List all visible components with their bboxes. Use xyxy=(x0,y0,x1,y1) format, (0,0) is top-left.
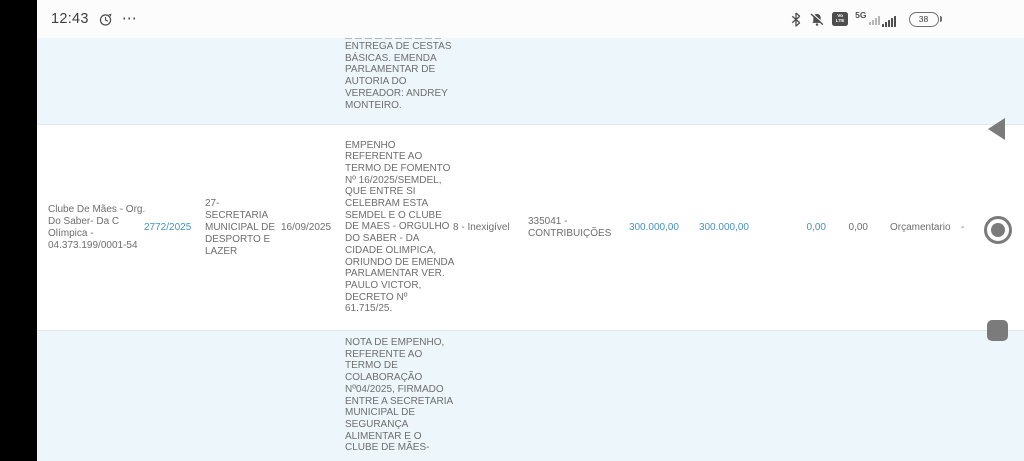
signal-bars-sim2-icon xyxy=(868,16,880,25)
more-notifications-icon: ⋯ xyxy=(121,9,138,27)
volte-bottom-label: LTE xyxy=(835,19,845,24)
volte-top-label: Vo xyxy=(837,13,844,19)
date-cell: 16/09/2025 xyxy=(281,221,332,233)
value-cancelled-cell: 0,00 xyxy=(848,221,868,233)
type-cell: Orçamentario xyxy=(890,221,951,233)
value-committed-link[interactable]: 300.000,00 xyxy=(628,221,679,233)
table-row-above: ENTREGA DE CESTAS BÁSICAS. EMENDA PARLAM… xyxy=(0,38,1024,125)
value-liquidated-link[interactable]: 300.000,00 xyxy=(698,221,749,233)
volte-badge-icon: Vo LTE xyxy=(832,12,849,26)
nature-cell: 335041 - CONTRIBUIÇÕES xyxy=(528,215,612,239)
camera-notch-strip xyxy=(0,0,37,461)
battery-percent: 38 xyxy=(918,14,929,24)
dash-cell: - xyxy=(961,221,965,233)
table-row-main: 5 Clube De Mães - Org. Do Saber- Da C Ol… xyxy=(0,125,1024,331)
empenho-description: ENTREGA DE CESTAS BÁSICAS. EMENDA PARLAM… xyxy=(345,41,452,111)
network-type-label: 5G xyxy=(855,10,867,20)
signal-bars-sim1-icon xyxy=(881,16,896,27)
empenho-description-cell: EMPENHO REFERENTE AO TERMO DE FOMENTO Nº… xyxy=(345,139,454,315)
mute-bell-icon xyxy=(809,12,825,27)
empenho-number-link[interactable]: 2772/2025 xyxy=(144,221,192,233)
value-paid-link[interactable]: 0,00 xyxy=(806,221,826,233)
battery-body: 38 xyxy=(908,11,939,27)
empenho-description-cell: ENTREGA DE CESTAS BÁSICAS. EMENDA PARLAM… xyxy=(345,38,455,111)
status-bar-left: 12:43 ⋯ xyxy=(51,9,138,28)
cellular-signal: 5G xyxy=(855,10,896,27)
home-button[interactable] xyxy=(984,216,1012,244)
modality-cell: 8 - Inexigível xyxy=(453,221,510,233)
battery-nub xyxy=(939,16,942,22)
creditor-cell: Clube De Mães - Org. Do Saber- Da C Olím… xyxy=(48,203,146,251)
status-bar-right: Vo LTE 5G 38 xyxy=(790,11,942,27)
empenho-description-cell: NOTA DE EMPENHO, REFERENTE AO TERMO DE C… xyxy=(345,337,453,454)
status-bar: 12:43 ⋯ xyxy=(37,0,1024,38)
home-button-dot xyxy=(991,223,1005,237)
table-row-below: NOTA DE EMPENHO, REFERENTE AO TERMO DE C… xyxy=(0,331,1024,461)
recents-button[interactable] xyxy=(987,320,1008,341)
bluetooth-icon xyxy=(790,11,802,27)
battery-indicator: 38 xyxy=(908,11,942,27)
pending-notification-clock-icon xyxy=(98,12,113,27)
clock-time: 12:43 xyxy=(51,11,89,27)
department-cell: 27-SECRETARIA MUNICIPAL DE DESPORTO E LA… xyxy=(205,197,276,257)
back-button[interactable] xyxy=(988,118,1005,140)
clipped-text-line xyxy=(345,38,441,39)
